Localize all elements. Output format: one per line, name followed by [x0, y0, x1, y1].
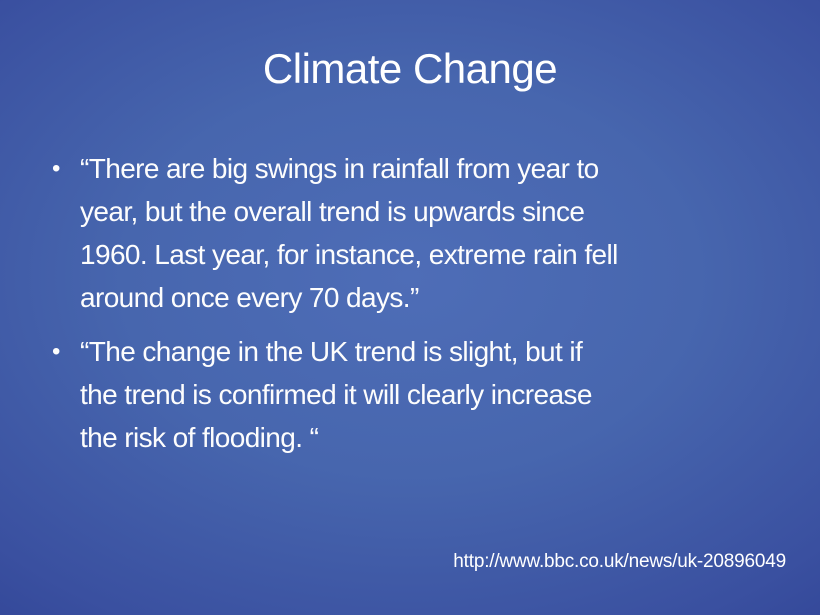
- source-url: http://www.bbc.co.uk/news/uk-20896049: [453, 551, 786, 572]
- bullet-text-rainfall-trend: “There are big swings in rainfall from y…: [80, 153, 618, 313]
- bullet-text-uk-trend: “The change in the UK trend is slight, b…: [80, 336, 592, 453]
- bullet-list: • “There are big swings in rainfall from…: [52, 147, 768, 470]
- bullet-dot-icon: •: [52, 155, 61, 182]
- list-item: • “The change in the UK trend is slight,…: [52, 330, 768, 459]
- bullet-dot-icon: •: [52, 338, 61, 365]
- list-item: • “There are big swings in rainfall from…: [52, 147, 768, 319]
- slide-title: Climate Change: [262, 45, 558, 92]
